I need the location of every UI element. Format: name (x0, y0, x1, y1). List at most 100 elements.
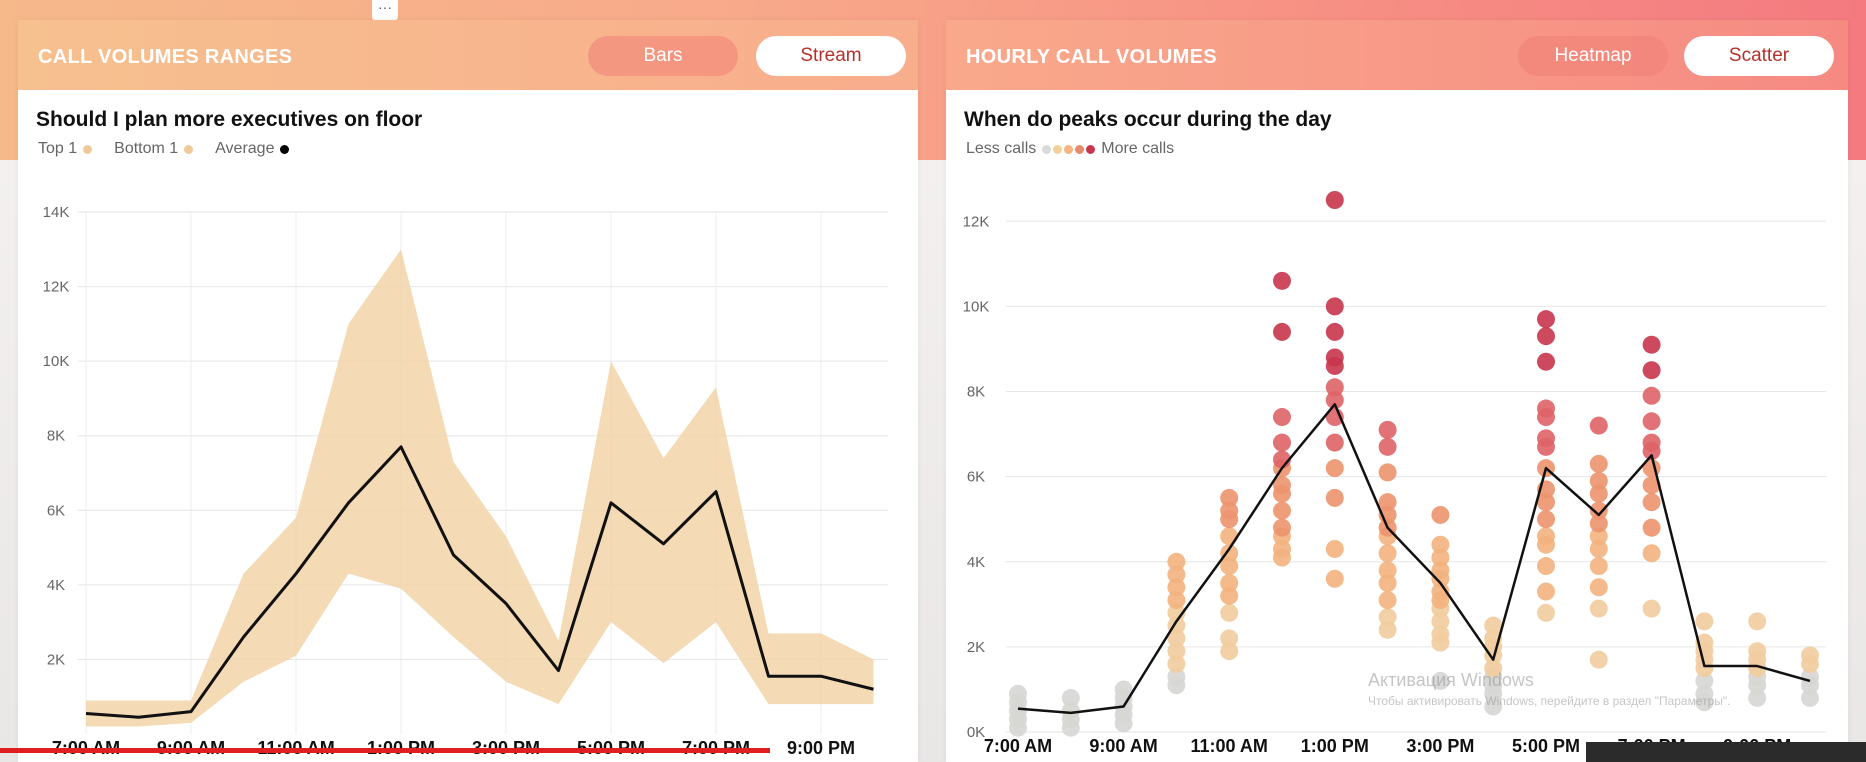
y-tick-label: 0K (967, 724, 985, 741)
scatter-point (1167, 552, 1186, 571)
scatter-point (1167, 591, 1186, 610)
legend-scale-dot (1086, 144, 1096, 154)
scatter-point (1378, 620, 1397, 639)
scatter-point (1537, 603, 1555, 622)
scatter-point (1801, 646, 1819, 665)
stream-toggle-button[interactable]: Stream (756, 36, 906, 76)
y-tick-label: 14K (43, 204, 70, 221)
panel-title: HOURLY CALL VOLUMES (966, 46, 1217, 68)
scatter-point (1009, 684, 1027, 703)
scatter-point (1642, 518, 1661, 537)
x-tick-label: 5:00 PM (1512, 736, 1580, 756)
scatter-point (1748, 688, 1767, 707)
legend-dot-bottom (184, 144, 194, 154)
scatter-point (1589, 650, 1608, 669)
scatter-point (1537, 493, 1555, 512)
panel-header: CALL VOLUMES RANGES Bars Stream (18, 20, 918, 90)
bars-toggle-button[interactable]: Bars (588, 36, 738, 76)
scatter-point (1589, 527, 1608, 546)
average-line (85, 445, 874, 719)
scatter-point (1642, 386, 1661, 405)
scatter-point (1220, 642, 1239, 661)
scatter-point (1589, 514, 1608, 533)
scatter-point (1431, 548, 1450, 567)
scatter-point (1642, 599, 1661, 618)
scatter-point (1325, 322, 1344, 341)
more-options-icon[interactable]: ··· (372, 0, 398, 20)
activation-watermark-text: Чтобы активировать Windows, перейдите в … (1368, 694, 1731, 708)
scatter-point (1642, 361, 1661, 380)
chart-title: When do peaks occur during the day (964, 108, 1332, 131)
x-tick-label: 11:00 AM (1191, 736, 1268, 756)
scatter-point (1537, 557, 1555, 576)
hourly-call-volumes-panel: HOURLY CALL VOLUMES Heatmap Scatter When… (946, 20, 1848, 762)
scatter-point (1167, 642, 1186, 661)
scatter-point (1695, 612, 1714, 631)
heatmap-toggle-button[interactable]: Heatmap (1518, 36, 1668, 76)
scatter-point (1642, 493, 1661, 512)
scatter-point (1325, 488, 1344, 507)
scatter-point (1378, 493, 1397, 512)
scatter-point (1325, 459, 1344, 478)
scatter-point (1273, 501, 1291, 520)
scatter-point (1589, 484, 1608, 503)
scatter-point (1589, 599, 1608, 618)
video-progress-bar[interactable] (0, 748, 770, 753)
hourly-scatter-chart[interactable]: 0K 2K 4K 6K 8K 10K 12K 7:00 AM 9:00 AM 11:00 AM 1:… (946, 170, 1848, 762)
average-line (1017, 403, 1811, 715)
scatter-point (1378, 608, 1397, 627)
scatter-point (1273, 433, 1291, 452)
y-tick-label: 10K (963, 298, 990, 315)
legend-scale-dot (1042, 144, 1052, 154)
scatter-point (1061, 701, 1080, 720)
scatter-point (1589, 454, 1608, 473)
scatter-point (1167, 578, 1186, 597)
scatter-point (1589, 501, 1608, 520)
scatter-point (1273, 518, 1291, 537)
scatter-point (1220, 586, 1239, 605)
legend-label-bottom: Bottom 1 (114, 140, 179, 157)
scatter-point (1325, 191, 1344, 209)
x-tick-label: 7:00 AM (984, 736, 1052, 756)
scatter-point (1484, 697, 1503, 716)
scatter-point (1273, 539, 1291, 558)
scatter-point (1431, 625, 1450, 644)
chart-legend: Top 1 Bottom 1 Average (38, 140, 290, 158)
scatter-toggle-button[interactable]: Scatter (1684, 36, 1834, 76)
y-tick-label: 6K (967, 469, 985, 486)
y-tick-label: 12K (963, 213, 990, 230)
scatter-point (1537, 510, 1555, 529)
y-tick-label: 4K (47, 577, 65, 594)
scatter-point (1378, 561, 1397, 580)
scatter-point (1537, 582, 1555, 601)
scatter-point (1378, 574, 1397, 593)
scatter-point (1589, 578, 1608, 597)
scatter-point (1167, 565, 1186, 584)
scatter-point (1273, 408, 1291, 427)
scatter-point (1748, 612, 1767, 631)
panel-title: CALL VOLUMES RANGES (38, 46, 293, 68)
scatter-point (1801, 667, 1819, 686)
scatter-point (1642, 476, 1661, 495)
scatter-point (1431, 582, 1450, 601)
scatter-point (1167, 654, 1186, 673)
scatter-point (1325, 297, 1344, 316)
scatter-point (1220, 527, 1239, 546)
scatter-point (1431, 671, 1450, 690)
scatter-point (1642, 433, 1661, 452)
scatter-point (1537, 399, 1555, 418)
x-tick-label: 9:00 AM (1089, 736, 1157, 756)
scatter-point (1537, 327, 1555, 346)
scatter-point (1220, 544, 1239, 563)
scatter-point (1431, 612, 1450, 631)
scatter-point (1537, 527, 1555, 546)
legend-color-scale (1042, 144, 1096, 154)
scatter-point (1220, 501, 1239, 520)
y-tick-label: 2K (47, 651, 65, 668)
scatter-point (1431, 505, 1450, 524)
scatter-point (1378, 544, 1397, 563)
range-band (86, 249, 874, 727)
scatter-point (1642, 335, 1661, 354)
scatter-point (1801, 688, 1819, 707)
